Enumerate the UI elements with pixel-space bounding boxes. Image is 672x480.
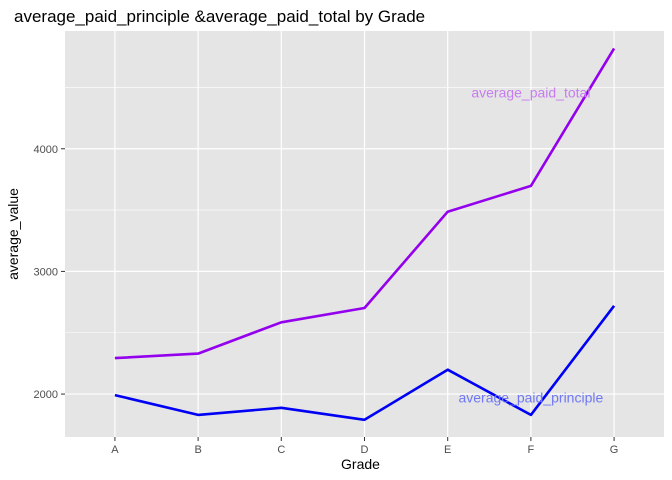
x-tick-label: D [361,444,369,456]
annotation-label: average_paid_principle [458,390,603,406]
x-axis-title: Grade [341,456,380,472]
y-axis: 2000 3000 4000 [34,144,65,401]
y-tick-label: 2000 [34,389,58,401]
series-lines [114,47,616,422]
x-tick-label: G [610,444,619,456]
x-tick-label: F [528,444,535,456]
x-tick-label: A [111,444,119,456]
annotation-label: average_paid_total [471,84,590,100]
series-line-average_paid_total [114,47,616,360]
series-line-average_paid_principle [114,305,616,422]
x-tick-label: E [444,444,451,456]
x-axis: A B C D E F G [111,437,618,456]
y-tick-label: 3000 [34,266,58,278]
y-axis-title: average_value [5,188,21,280]
y-tick-label: 4000 [34,144,58,156]
annotations: average_paid_total average_paid_principle [458,84,603,405]
x-tick-label: C [277,444,285,456]
x-tick-label: B [194,444,201,456]
chart-title: average_paid_principle &average_paid_tot… [14,7,425,26]
